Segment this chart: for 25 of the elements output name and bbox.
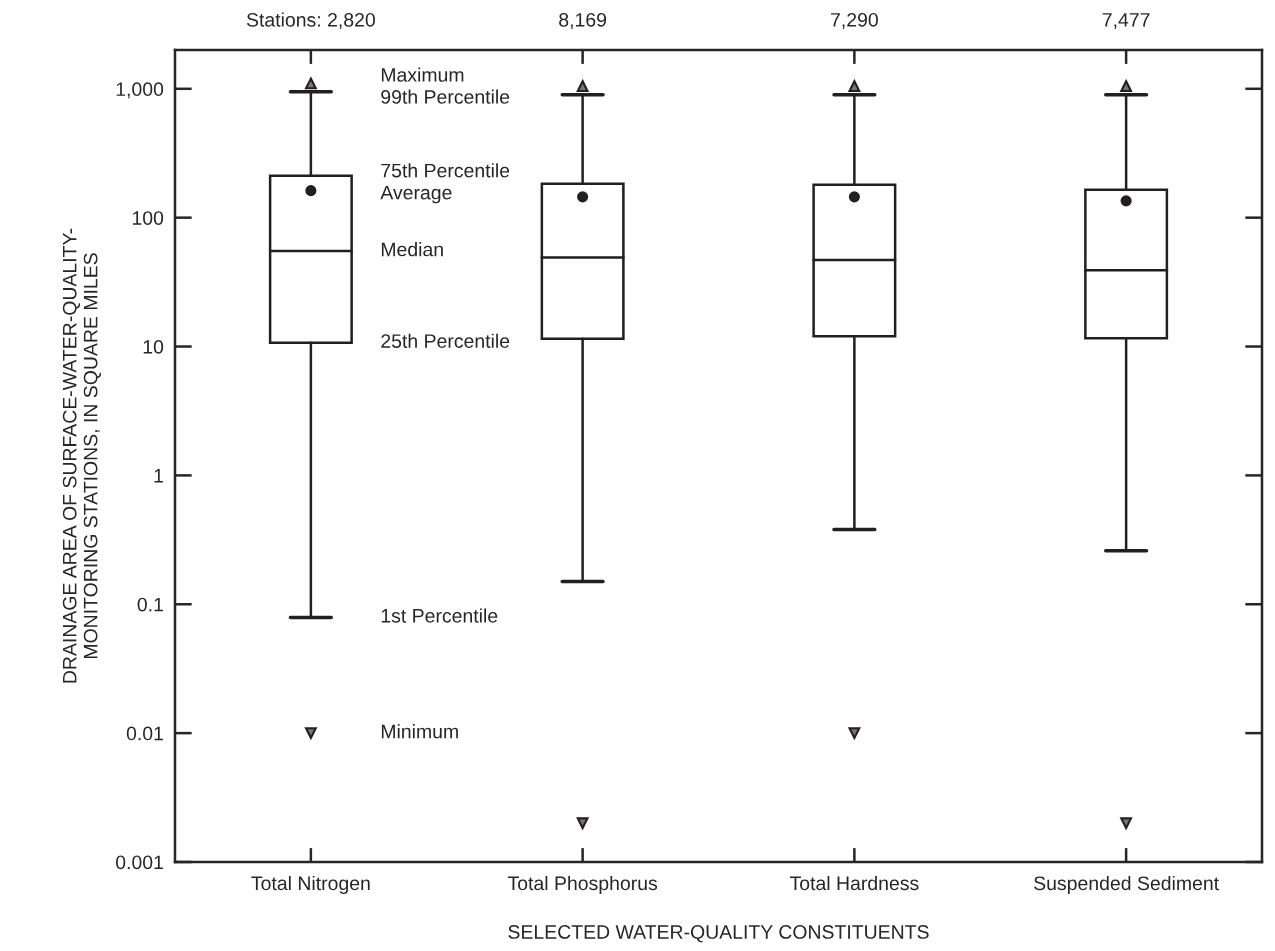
annotation: 25th Percentile [381,333,510,348]
y-tick-label: 0.01 [126,726,163,741]
x-tick-label: Total Hardness [789,875,919,891]
y-tick-label: 1 [154,469,163,483]
annotation: Average [380,185,452,204]
x-tick-label: Suspended Sediment [1034,875,1219,895]
text: 7,290 [831,12,878,30]
text: Stations: 2,820 [246,12,375,30]
annotation: Maximum [381,67,464,82]
y-axis-title: DRAINAGE AREA OF SURFACE-WATER-QUALITY- MONITORING STATIONS, IN SQUARE MILES [62,228,101,683]
x-tick-label: Total Nitrogen [251,875,370,895]
y-tick-label: 10 [143,340,164,354]
text: 8,169 [559,12,607,30]
y-tick-label: 100 [132,211,164,225]
x-axis-title: SELECTED WATER-QUALITY CONSTITUENTS [508,925,929,943]
annotation: Median [381,242,443,257]
y-tick-label: 1,000 [116,82,164,99]
y-tick-label: 0.001 [115,855,163,870]
x-tick-label: Total Phosphorus [507,875,658,895]
annotation: 99th Percentile [381,89,510,104]
annotation: 75th Percentile [381,163,510,178]
y-tick-label: 0.1 [137,597,163,612]
text: 7,477 [1102,13,1150,30]
annotation: 1st Percentile [381,608,498,623]
annotation: Minimum [381,724,458,739]
